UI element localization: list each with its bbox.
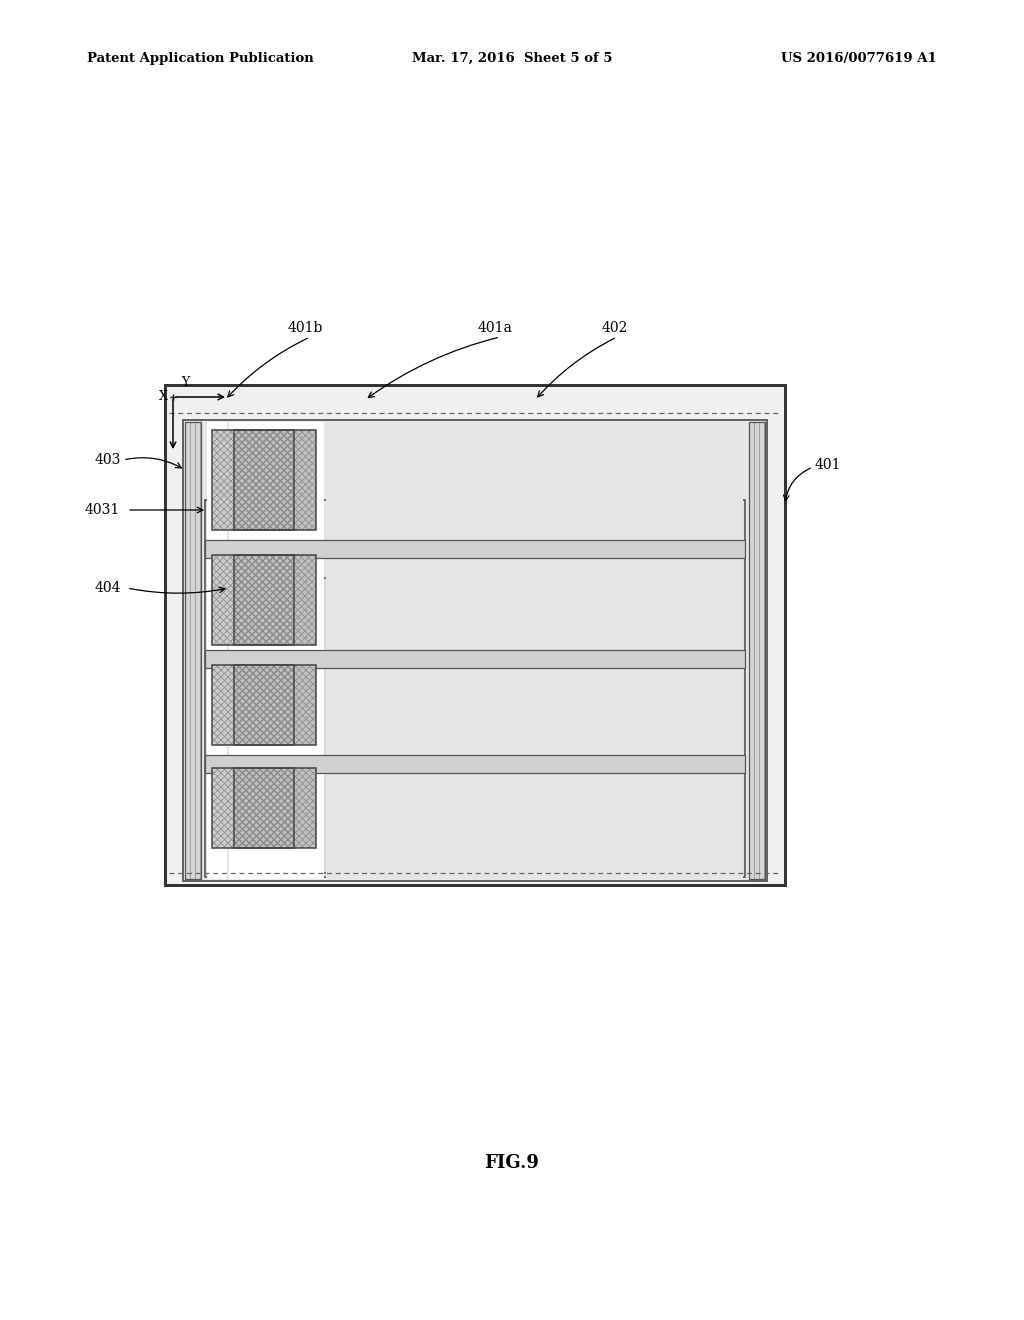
Bar — [212, 554, 294, 645]
Bar — [229, 422, 324, 879]
Text: 404: 404 — [95, 581, 122, 595]
Text: 401: 401 — [815, 458, 842, 473]
Text: 4031: 4031 — [85, 503, 120, 517]
Bar — [212, 768, 294, 847]
Bar — [234, 430, 316, 531]
Bar — [212, 430, 294, 531]
Bar — [165, 385, 785, 884]
Bar — [234, 665, 316, 744]
Text: 401a: 401a — [477, 321, 512, 335]
Bar — [212, 554, 294, 645]
Text: Patent Application Publication: Patent Application Publication — [87, 51, 313, 65]
Bar — [749, 422, 765, 879]
Bar — [183, 420, 767, 880]
Bar — [205, 500, 745, 876]
Bar — [212, 665, 294, 744]
Bar — [212, 768, 294, 847]
Text: US 2016/0077619 A1: US 2016/0077619 A1 — [781, 51, 937, 65]
Bar — [234, 554, 316, 645]
Bar — [227, 578, 723, 873]
Bar — [749, 422, 765, 879]
Bar — [234, 430, 316, 531]
Bar — [234, 768, 316, 847]
Bar — [227, 422, 304, 879]
Text: 403: 403 — [95, 453, 122, 467]
Bar — [234, 554, 316, 645]
Bar — [165, 385, 785, 884]
Bar — [212, 430, 294, 531]
Bar — [212, 665, 294, 744]
Bar — [207, 422, 302, 879]
Text: Y: Y — [181, 376, 189, 389]
Bar — [205, 540, 745, 558]
Bar — [326, 422, 743, 879]
Text: X: X — [159, 391, 168, 404]
Bar — [234, 665, 316, 744]
Bar — [205, 755, 745, 774]
Bar — [185, 422, 201, 879]
Text: 402: 402 — [602, 321, 628, 335]
Bar — [185, 422, 201, 879]
Text: FIG.9: FIG.9 — [484, 1154, 540, 1172]
Bar — [234, 768, 316, 847]
Bar — [205, 649, 745, 668]
Text: Mar. 17, 2016  Sheet 5 of 5: Mar. 17, 2016 Sheet 5 of 5 — [412, 51, 612, 65]
Text: 401b: 401b — [288, 321, 323, 335]
